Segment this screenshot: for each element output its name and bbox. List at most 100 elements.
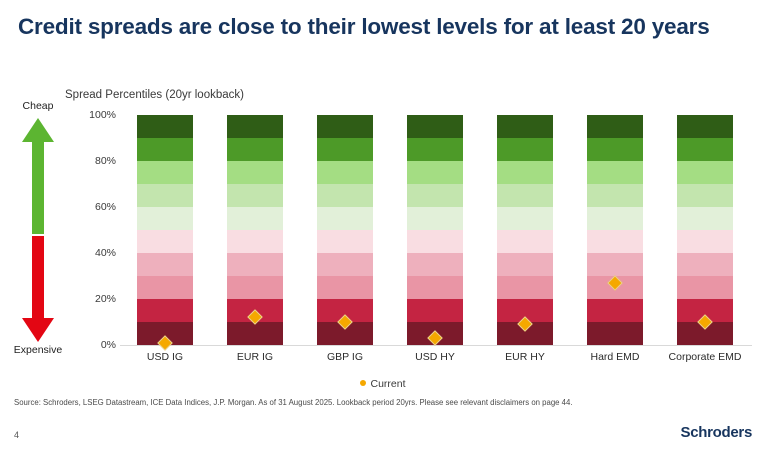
percentile-band	[137, 115, 193, 138]
percentile-band	[587, 230, 643, 253]
percentile-band	[227, 253, 283, 276]
percentile-band-stack	[137, 115, 193, 345]
percentile-band	[497, 138, 553, 161]
percentile-band-stack	[407, 115, 463, 345]
percentile-band	[317, 207, 373, 230]
percentile-band	[227, 276, 283, 299]
percentile-band	[407, 161, 463, 184]
chart-legend: Current	[0, 378, 766, 390]
bar-group[interactable]: GBP IG	[317, 115, 373, 363]
percentile-band	[137, 161, 193, 184]
x-axis-category-label: GBP IG	[327, 351, 363, 363]
percentile-band	[227, 161, 283, 184]
percentile-band	[227, 207, 283, 230]
percentile-band	[587, 115, 643, 138]
percentile-band	[497, 184, 553, 207]
percentile-band	[227, 184, 283, 207]
x-axis-baseline	[120, 345, 752, 346]
percentile-band	[317, 138, 373, 161]
percentile-band	[317, 161, 373, 184]
percentile-band	[317, 276, 373, 299]
percentile-band	[137, 207, 193, 230]
percentile-band	[677, 161, 733, 184]
percentile-band	[407, 115, 463, 138]
percentile-band	[317, 115, 373, 138]
page-number: 4	[14, 430, 20, 440]
percentile-band	[587, 184, 643, 207]
bar-group[interactable]: EUR IG	[227, 115, 283, 363]
cheap-expensive-arrow-icon	[22, 118, 54, 342]
percentile-band	[407, 253, 463, 276]
percentile-band	[317, 230, 373, 253]
y-axis-tick-label: 20%	[94, 293, 116, 305]
percentile-band	[317, 253, 373, 276]
percentile-band	[587, 299, 643, 322]
percentile-band	[587, 207, 643, 230]
y-axis-tick-label: 100%	[89, 109, 116, 121]
percentile-band	[677, 299, 733, 322]
percentile-band-stack	[497, 115, 553, 345]
percentile-band	[677, 276, 733, 299]
y-axis-tick-label: 0%	[100, 339, 116, 351]
percentile-band	[227, 138, 283, 161]
percentile-band	[497, 299, 553, 322]
page-title: Credit spreads are close to their lowest…	[18, 14, 710, 39]
percentile-band	[497, 161, 553, 184]
percentile-band	[407, 276, 463, 299]
percentile-band	[227, 322, 283, 345]
percentile-band	[137, 299, 193, 322]
x-axis-category-label: Corporate EMD	[668, 351, 742, 363]
percentile-band	[677, 207, 733, 230]
y-axis-tick-label: 40%	[94, 247, 116, 259]
percentile-band	[677, 138, 733, 161]
percentile-band	[407, 207, 463, 230]
percentile-band	[677, 230, 733, 253]
bar-group[interactable]: USD IG	[137, 115, 193, 363]
percentile-band	[587, 161, 643, 184]
percentile-band	[137, 253, 193, 276]
percentile-band-stack	[677, 115, 733, 345]
percentile-band	[587, 138, 643, 161]
percentile-band	[137, 230, 193, 253]
x-axis-category-label: Hard EMD	[590, 351, 640, 363]
percentile-band-stack	[587, 115, 643, 345]
gauge-label-cheap: Cheap	[22, 100, 54, 112]
percentile-band	[317, 299, 373, 322]
percentile-band	[407, 184, 463, 207]
percentile-band	[317, 184, 373, 207]
bar-group[interactable]: Corporate EMD	[669, 115, 741, 363]
y-axis-tick-label: 80%	[94, 155, 116, 167]
percentile-band	[497, 322, 553, 345]
bar-group[interactable]: EUR HY	[497, 115, 553, 363]
percentile-band	[227, 230, 283, 253]
gauge-label-expensive: Expensive	[13, 344, 63, 356]
bar-group[interactable]: USD HY	[407, 115, 463, 363]
chart-subtitle: Spread Percentiles (20yr lookback)	[65, 89, 244, 101]
percentile-band	[497, 207, 553, 230]
chart-plot-area: USD IG EUR IG GBP IG USD HY EUR HY Hard EMD Co…	[120, 115, 750, 363]
percentile-band-stack	[227, 115, 283, 345]
y-axis: 100% 80% 60% 40% 20% 0%	[64, 109, 116, 351]
x-axis-category-label: USD IG	[146, 351, 184, 363]
percentile-band	[677, 322, 733, 345]
percentile-band	[137, 184, 193, 207]
x-axis-category-label: EUR IG	[236, 351, 274, 363]
percentile-band	[587, 322, 643, 345]
y-axis-tick-label: 60%	[94, 201, 116, 213]
percentile-band	[497, 115, 553, 138]
percentile-band	[497, 253, 553, 276]
percentile-band	[677, 253, 733, 276]
percentile-band	[317, 322, 373, 345]
bar-group[interactable]: Hard EMD	[587, 115, 643, 363]
percentile-band	[137, 138, 193, 161]
source-note: Source: Schroders, LSEG Datastream, ICE …	[14, 398, 573, 407]
x-axis-category-label: USD HY	[415, 351, 455, 363]
percentile-band	[137, 322, 193, 345]
percentile-band	[677, 184, 733, 207]
percentile-band	[407, 138, 463, 161]
legend-marker-current-icon	[360, 380, 367, 387]
legend-label-current: Current	[370, 378, 406, 391]
x-axis-category-label: EUR HY	[505, 351, 545, 363]
percentile-band	[587, 253, 643, 276]
percentile-band	[407, 230, 463, 253]
